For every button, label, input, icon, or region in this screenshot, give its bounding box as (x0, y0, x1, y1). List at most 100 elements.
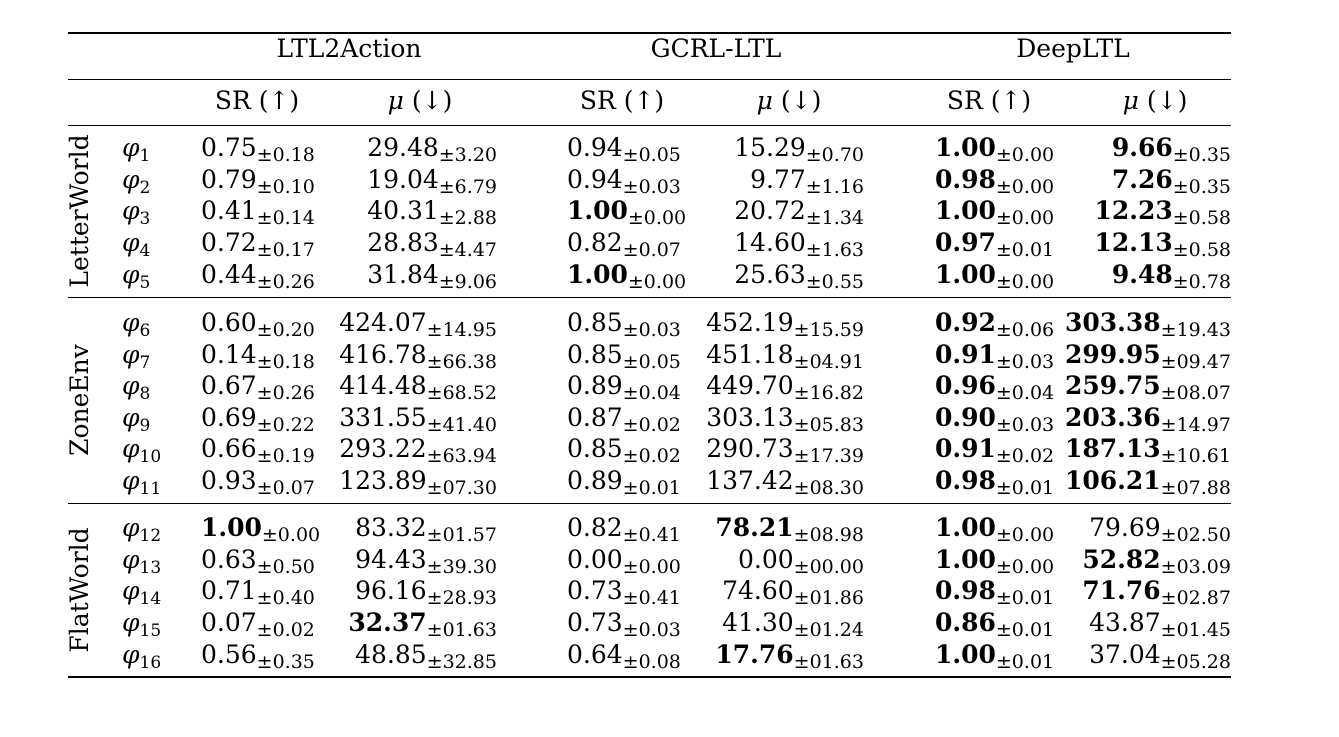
cell-value: 94.43 (355, 545, 427, 574)
formula-label: φ7 (122, 340, 150, 373)
table-cell: 452.19±15.59 (706, 308, 864, 341)
formula-label: φ16 (122, 640, 161, 673)
formula-index: 15 (139, 621, 162, 641)
cell-value: 14.60 (734, 228, 806, 257)
table-cell: 0.91±0.02 (935, 434, 1054, 467)
formula-index: 5 (139, 273, 151, 293)
cell-std: ±05.28 (1160, 651, 1231, 673)
formula-symbol: φ (122, 133, 140, 162)
table-cell: 0.82±0.41 (567, 513, 681, 546)
cell-value: 449.70 (706, 371, 794, 400)
cell-std: ±0.07 (256, 477, 315, 499)
cell-std: ±0.03 (995, 351, 1055, 373)
formula-label: φ2 (122, 165, 150, 198)
cell-std: ±0.78 (1172, 271, 1231, 293)
cell-value: 414.48 (339, 371, 427, 400)
cell-value: 0.07 (201, 608, 257, 637)
cell-std: ±4.47 (438, 239, 497, 261)
cell-std: ±01.57 (426, 524, 497, 546)
table-cell: 0.94±0.03 (567, 165, 681, 198)
cell-value: 12.13 (1094, 228, 1173, 257)
cell-value: 303.13 (706, 403, 794, 432)
cell-value: 0.94 (567, 165, 623, 194)
cell-value: 0.82 (567, 513, 623, 542)
table-cell: 94.43±39.30 (355, 545, 497, 578)
cell-value: 0.92 (935, 308, 996, 337)
formula-symbol: φ (122, 513, 140, 542)
cell-std: ±0.01 (622, 477, 681, 499)
cell-value: 1.00 (935, 513, 996, 542)
cell-value: 0.93 (201, 466, 257, 495)
cell-std: ±41.40 (426, 414, 497, 436)
table-cell: 0.91±0.03 (935, 340, 1055, 373)
formula-symbol: φ (122, 576, 140, 605)
cell-value: 303.38 (1064, 308, 1161, 337)
formula-label: φ3 (122, 196, 150, 229)
cell-std: ±0.10 (256, 176, 315, 198)
table-cell: 187.13±10.61 (1064, 434, 1231, 467)
table-cell: 14.60±1.63 (734, 228, 864, 261)
formula-label: φ15 (122, 608, 161, 641)
group-header-deepltl: DeepLTL (1016, 34, 1130, 63)
cell-value: 12.23 (1094, 196, 1173, 225)
cell-value: 0.91 (935, 340, 996, 369)
cell-std: ±0.01 (995, 651, 1055, 673)
col-header-sr: SR (↑) (579, 86, 665, 115)
cell-std: ±63.94 (426, 445, 497, 467)
table-cell: 1.00±0.00 (201, 513, 320, 546)
formula-label: φ5 (122, 260, 150, 293)
formula-symbol: φ (122, 371, 140, 400)
table-cell: 0.67±0.26 (201, 371, 315, 404)
cell-std: ±32.85 (426, 651, 497, 673)
cell-value: 187.13 (1064, 434, 1161, 463)
formula-label: φ9 (122, 403, 150, 436)
cell-std: ±0.02 (256, 619, 315, 641)
table-cell: 40.31±2.88 (367, 196, 497, 229)
cell-std: ±19.43 (1160, 319, 1231, 341)
cell-std: ±0.01 (995, 239, 1055, 261)
formula-index: 9 (139, 416, 151, 436)
cell-value: 0.98 (935, 576, 996, 605)
table-cell: 0.00±0.00 (567, 545, 681, 578)
section-rule-2 (68, 503, 1231, 504)
table-cell: 29.48±3.20 (367, 133, 497, 166)
cell-std: ±0.03 (622, 176, 681, 198)
table-cell: 9.66±0.35 (1112, 133, 1231, 166)
table-cell: 9.77±1.16 (750, 165, 864, 198)
cell-std: ±1.34 (805, 207, 864, 229)
cell-std: ±0.05 (622, 351, 681, 373)
table-cell: 0.69±0.22 (201, 403, 315, 436)
cell-value: 0.86 (935, 608, 996, 637)
cell-std: ±05.83 (793, 414, 864, 436)
table-cell: 1.00±0.00 (567, 196, 686, 229)
cell-std: ±01.24 (793, 619, 864, 641)
cell-std: ±0.00 (995, 144, 1055, 166)
cell-value: 0.56 (201, 640, 257, 669)
formula-symbol: φ (122, 434, 140, 463)
table-cell: 0.97±0.01 (935, 228, 1055, 261)
table-cell: 0.93±0.07 (201, 466, 315, 499)
cell-std: ±01.63 (426, 619, 497, 641)
table-cell: 0.85±0.02 (567, 434, 681, 467)
cell-std: ±0.01 (995, 619, 1055, 641)
table-cell: 17.76±01.63 (715, 640, 864, 673)
table-cell: 41.30±01.24 (722, 608, 864, 641)
formula-symbol: φ (122, 260, 140, 289)
cell-std: ±0.58 (1172, 207, 1231, 229)
cell-std: ±01.63 (793, 651, 864, 673)
cell-value: 0.89 (567, 371, 623, 400)
table-cell: 0.89±0.04 (567, 371, 681, 404)
table-cell: 0.82±0.07 (567, 228, 681, 261)
table-cell: 0.92±0.06 (935, 308, 1054, 341)
table-cell: 0.07±0.02 (201, 608, 315, 641)
cell-std: ±07.88 (1160, 477, 1231, 499)
cell-std: ±1.16 (805, 176, 864, 198)
table-cell: 1.00±0.00 (935, 260, 1054, 293)
cell-std: ±01.45 (1160, 619, 1231, 641)
cell-std: ±0.00 (995, 524, 1055, 546)
cell-std: ±0.58 (1172, 239, 1231, 261)
formula-symbol: φ (122, 608, 140, 637)
cell-value: 40.31 (367, 196, 439, 225)
formula-index: 10 (139, 447, 162, 467)
formula-index: 2 (139, 178, 151, 198)
